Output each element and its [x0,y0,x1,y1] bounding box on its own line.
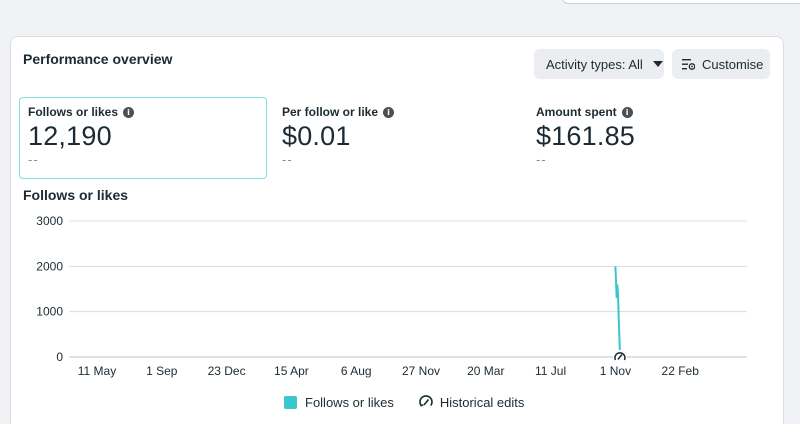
metric-value: 12,190 [28,121,112,151]
customise-columns-icon [682,58,695,70]
metric-label: Follows or likes [28,105,119,119]
caret-down-icon [652,61,663,67]
info-icon[interactable]: i [383,106,395,118]
x-tick-label: 20 Mar [467,364,504,378]
metric-per-follow-or-like[interactable]: Per follow or like i $0.01 -- [273,97,513,179]
info-icon[interactable]: i [621,106,633,118]
activity-types-dropdown[interactable]: Activity types: All [534,49,664,79]
x-tick-label: 1 Nov [600,364,631,378]
x-tick-label: 27 Nov [402,364,440,378]
metric-amount-spent[interactable]: Amount spent i $161.85 -- [527,97,767,179]
performance-overview-card: Performance overview Activity types: All… [10,36,784,424]
card-title: Performance overview [23,51,173,67]
y-tick-label: 3000 [36,214,63,228]
metric-label: Amount spent [536,105,617,119]
metric-comparison: -- [28,152,39,167]
series-line-follows-or-likes[interactable] [614,266,621,353]
customise-label: Customise [702,56,764,72]
metric-comparison: -- [536,152,547,167]
legend-swatch [284,395,297,409]
customise-button[interactable]: Customise [672,49,770,79]
legend-item-follows[interactable]: Follows or likes [284,395,394,410]
legend-item-historical-edits[interactable]: Historical edits [418,394,525,410]
metric-value: $161.85 [536,121,635,151]
x-tick-label: 23 Dec [208,364,246,378]
x-tick-label: 15 Apr [274,364,309,378]
x-tick-label: 11 May [78,364,116,378]
historical-edit-marker[interactable] [612,350,627,364]
activity-types-label: Activity types: All [546,56,643,72]
chart-title: Follows or likes [23,187,129,203]
x-tick-label: 11 Jul [535,364,566,378]
follows-or-likes-chart: 0 1000 2000 3000 11 May 1 Sep 23 Dec 15 Apr 6 Au… [36,214,747,378]
x-tick-label: 22 Feb [662,364,700,378]
metric-value: $0.01 [282,121,351,151]
y-tick-label: 1000 [36,305,63,319]
x-tick-label: 6 Aug [341,364,372,378]
y-tick-label: 2000 [36,259,63,273]
legend-label: Historical edits [439,394,525,410]
info-icon[interactable]: i [123,106,135,118]
chart-legend: Follows or likes Historical edits [284,394,548,410]
metric-follows-or-likes[interactable]: Follows or likes i 12,190 -- [19,97,267,179]
x-tick-label: 1 Sep [146,364,178,378]
y-tick-label: 0 [56,350,63,364]
top-search-input[interactable] [562,0,800,4]
metric-comparison: -- [282,152,293,167]
metric-label: Per follow or like [282,105,379,119]
historical-edits-icon [419,395,433,407]
legend-label: Follows or likes [305,394,394,410]
